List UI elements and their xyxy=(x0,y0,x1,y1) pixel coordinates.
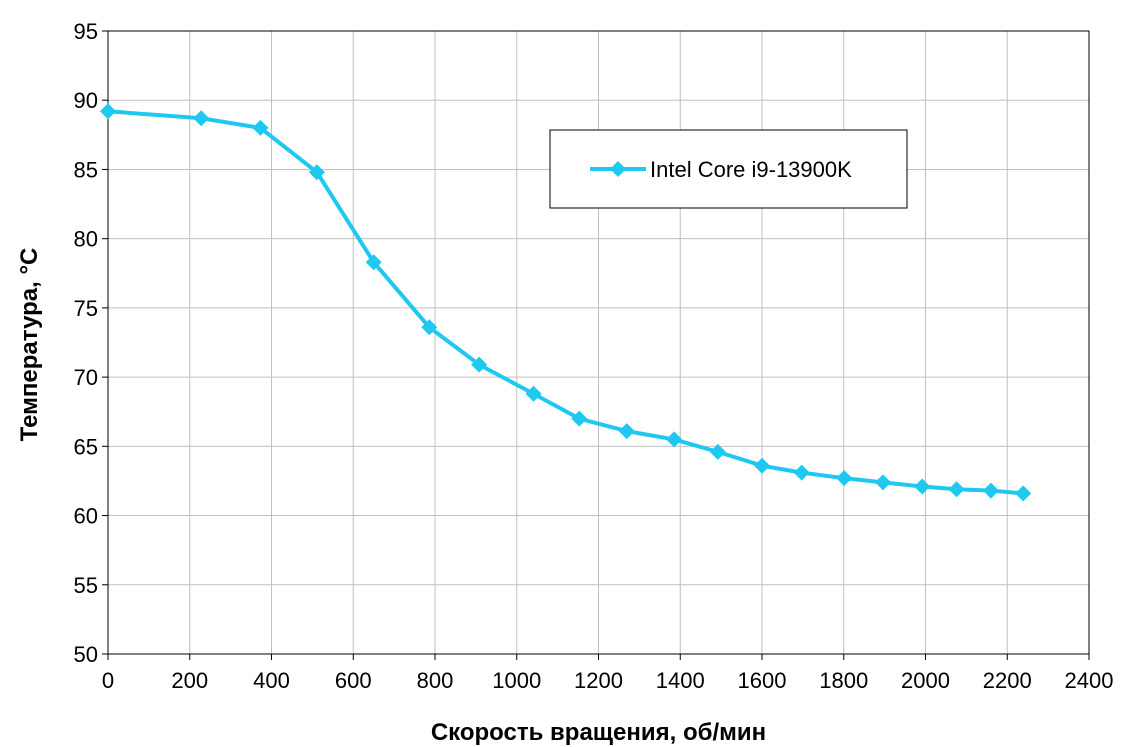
series-layer xyxy=(100,103,1032,502)
axis-ticks: 0 200 400 600 800 1000 1200 1400 1600 1800 2000 220… xyxy=(74,19,1114,693)
y-tick-label: 70 xyxy=(74,365,98,390)
data-point-marker xyxy=(571,410,588,427)
data-point-marker xyxy=(709,443,726,460)
grid-lines xyxy=(108,30,1090,654)
data-point-marker xyxy=(914,478,931,495)
data-point-marker xyxy=(308,164,325,181)
y-tick-label: 50 xyxy=(74,642,98,667)
data-point-marker xyxy=(193,110,210,127)
data-point-marker xyxy=(754,457,770,474)
data-point-marker xyxy=(982,482,999,499)
x-tick-label: 2000 xyxy=(901,668,950,693)
y-tick-label: 60 xyxy=(74,504,98,529)
y-tick-label: 75 xyxy=(74,296,98,321)
data-point-marker xyxy=(618,423,635,440)
legend-diamond-marker xyxy=(610,161,626,177)
data-point-marker xyxy=(1015,485,1032,502)
data-point-marker xyxy=(793,464,810,481)
y-tick-label: 85 xyxy=(74,157,98,182)
data-point-marker xyxy=(874,474,891,491)
x-tick-label: 2200 xyxy=(983,668,1032,693)
data-point-marker xyxy=(666,431,683,448)
y-tick-label: 90 xyxy=(74,88,98,113)
x-tick-label: 1600 xyxy=(738,668,787,693)
x-tick-label: 800 xyxy=(417,668,454,693)
y-tick-label: 65 xyxy=(74,434,98,459)
x-tick-label: 200 xyxy=(171,668,208,693)
data-point-marker xyxy=(365,254,382,271)
legend: Intel Core i9-13900K xyxy=(549,129,908,209)
x-tick-label: 1400 xyxy=(656,668,705,693)
data-point-marker xyxy=(100,103,116,120)
data-point-marker xyxy=(252,119,269,136)
legend-label: Intel Core i9-13900K xyxy=(650,157,852,182)
y-axis-title: Температура, °C xyxy=(16,248,43,442)
x-tick-label: 1200 xyxy=(574,668,623,693)
data-point-marker xyxy=(948,481,965,498)
data-point-marker xyxy=(836,470,853,487)
x-tick-label: 2400 xyxy=(1065,668,1114,693)
data-point-marker xyxy=(525,385,542,402)
y-tick-label: 80 xyxy=(74,227,98,252)
x-tick-label: 1800 xyxy=(819,668,868,693)
data-point-marker xyxy=(471,356,488,373)
x-tick-label: 0 xyxy=(102,668,114,693)
data-point-marker xyxy=(421,319,438,336)
x-axis-title: Скорость вращения, об/мин xyxy=(431,719,766,746)
x-tick-label: 1000 xyxy=(492,668,541,693)
y-tick-label: 95 xyxy=(74,19,98,44)
x-tick-label: 400 xyxy=(253,668,290,693)
y-tick-label: 55 xyxy=(74,573,98,598)
x-tick-label: 600 xyxy=(335,668,372,693)
